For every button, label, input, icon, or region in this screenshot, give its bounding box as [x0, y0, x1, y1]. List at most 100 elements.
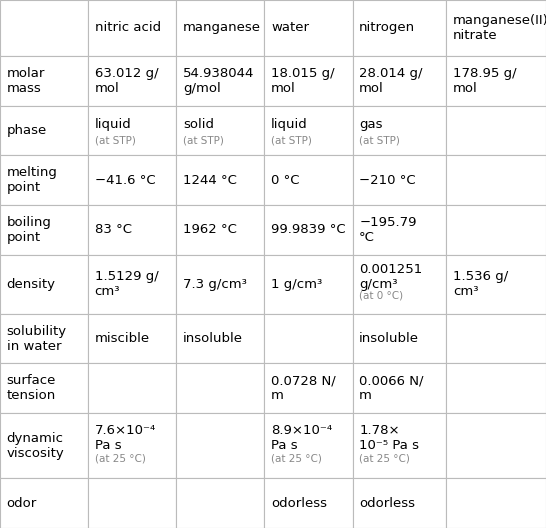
Bar: [447, 314, 546, 363]
Text: manganese: manganese: [183, 22, 261, 34]
Bar: [176, 478, 264, 528]
Bar: [0, 56, 88, 106]
Text: water: water: [271, 22, 309, 34]
Bar: [353, 314, 447, 363]
Bar: [176, 0, 264, 56]
Bar: [0, 0, 88, 56]
Bar: [0, 254, 88, 314]
Bar: [353, 205, 447, 254]
Bar: [88, 0, 176, 56]
Bar: [447, 155, 546, 205]
Text: insoluble: insoluble: [359, 332, 419, 345]
Text: (at 25 °C): (at 25 °C): [94, 454, 146, 464]
Text: 18.015 g/
mol: 18.015 g/ mol: [271, 67, 335, 95]
Bar: [264, 205, 353, 254]
Text: nitric acid: nitric acid: [94, 22, 161, 34]
Bar: [353, 413, 447, 478]
Bar: [353, 0, 447, 56]
Text: (at STP): (at STP): [271, 135, 312, 145]
Text: 63.012 g/
mol: 63.012 g/ mol: [94, 67, 158, 95]
Bar: [447, 0, 546, 56]
Text: 1.78×
10⁻⁵ Pa s: 1.78× 10⁻⁵ Pa s: [359, 424, 419, 452]
Text: density: density: [7, 278, 56, 291]
Text: 28.014 g/
mol: 28.014 g/ mol: [359, 67, 423, 95]
Bar: [353, 478, 447, 528]
Bar: [264, 56, 353, 106]
Text: phase: phase: [7, 124, 47, 137]
Bar: [0, 205, 88, 254]
Text: nitrogen: nitrogen: [359, 22, 416, 34]
Bar: [447, 413, 546, 478]
Bar: [264, 0, 353, 56]
Bar: [0, 478, 88, 528]
Text: liquid: liquid: [94, 118, 132, 131]
Bar: [353, 56, 447, 106]
Bar: [0, 155, 88, 205]
Text: (at 25 °C): (at 25 °C): [271, 454, 322, 464]
Text: 7.3 g/cm³: 7.3 g/cm³: [183, 278, 247, 291]
Text: 83 °C: 83 °C: [94, 223, 132, 237]
Text: −195.79
°C: −195.79 °C: [359, 216, 417, 244]
Text: odor: odor: [7, 497, 37, 510]
Text: 0.001251
g/cm³: 0.001251 g/cm³: [359, 263, 423, 291]
Text: 54.938044
g/mol: 54.938044 g/mol: [183, 67, 254, 95]
Text: melting
point: melting point: [7, 166, 57, 194]
Text: (at STP): (at STP): [94, 135, 135, 145]
Text: 1.536 g/
cm³: 1.536 g/ cm³: [453, 270, 508, 298]
Bar: [0, 314, 88, 363]
Text: −41.6 °C: −41.6 °C: [94, 174, 155, 186]
Bar: [264, 155, 353, 205]
Bar: [176, 413, 264, 478]
Bar: [88, 314, 176, 363]
Bar: [88, 478, 176, 528]
Text: (at STP): (at STP): [183, 135, 224, 145]
Bar: [264, 413, 353, 478]
Text: −210 °C: −210 °C: [359, 174, 416, 186]
Bar: [447, 254, 546, 314]
Text: 0.0066 N/
m: 0.0066 N/ m: [359, 374, 424, 402]
Bar: [88, 56, 176, 106]
Text: (at 25 °C): (at 25 °C): [359, 454, 410, 464]
Text: solid: solid: [183, 118, 214, 131]
Bar: [176, 106, 264, 155]
Text: solubility
in water: solubility in water: [7, 325, 67, 353]
Text: miscible: miscible: [94, 332, 150, 345]
Text: odorless: odorless: [271, 497, 327, 510]
Text: 1 g/cm³: 1 g/cm³: [271, 278, 322, 291]
Bar: [176, 155, 264, 205]
Bar: [264, 478, 353, 528]
Bar: [88, 205, 176, 254]
Bar: [88, 254, 176, 314]
Bar: [447, 205, 546, 254]
Bar: [88, 413, 176, 478]
Text: dynamic
viscosity: dynamic viscosity: [7, 432, 64, 460]
Bar: [176, 56, 264, 106]
Bar: [447, 363, 546, 413]
Bar: [176, 314, 264, 363]
Bar: [264, 314, 353, 363]
Bar: [0, 106, 88, 155]
Bar: [176, 363, 264, 413]
Bar: [353, 254, 447, 314]
Text: 7.6×10⁻⁴
Pa s: 7.6×10⁻⁴ Pa s: [94, 424, 156, 452]
Text: odorless: odorless: [359, 497, 415, 510]
Text: 1244 °C: 1244 °C: [183, 174, 237, 186]
Bar: [0, 413, 88, 478]
Bar: [447, 478, 546, 528]
Bar: [264, 254, 353, 314]
Text: boiling
point: boiling point: [7, 216, 51, 244]
Bar: [176, 205, 264, 254]
Text: manganese(II)
nitrate: manganese(II) nitrate: [453, 14, 546, 42]
Bar: [88, 106, 176, 155]
Bar: [88, 155, 176, 205]
Text: 0 °C: 0 °C: [271, 174, 300, 186]
Text: 0.0728 N/
m: 0.0728 N/ m: [271, 374, 336, 402]
Text: molar
mass: molar mass: [7, 67, 45, 95]
Text: 99.9839 °C: 99.9839 °C: [271, 223, 346, 237]
Text: 1962 °C: 1962 °C: [183, 223, 237, 237]
Text: gas: gas: [359, 118, 383, 131]
Bar: [264, 106, 353, 155]
Bar: [353, 155, 447, 205]
Text: 178.95 g/
mol: 178.95 g/ mol: [453, 67, 517, 95]
Bar: [447, 106, 546, 155]
